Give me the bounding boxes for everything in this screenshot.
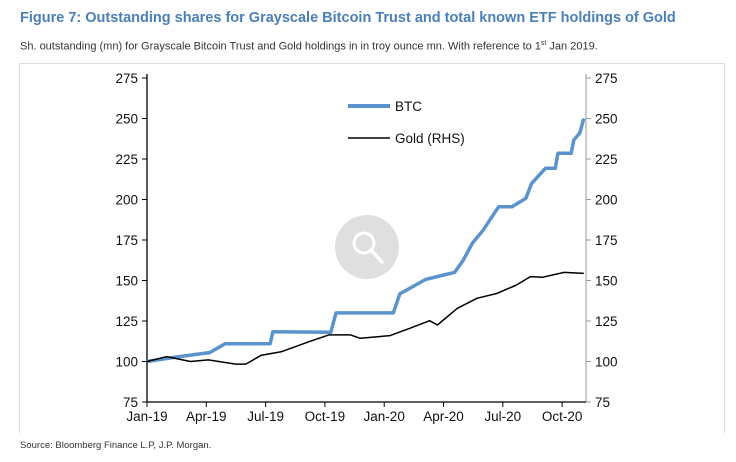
- right-tick-label: 150: [595, 274, 618, 289]
- x-tick-label: Jul-19: [247, 409, 284, 424]
- x-tick-label: Apr-20: [423, 409, 464, 424]
- figure-subtitle: Sh. outstanding (mn) for Grayscale Bitco…: [20, 40, 598, 53]
- left-tick-label: 75: [123, 395, 138, 410]
- source-note: Source: Bloomberg Finance L.P, J.P. Morg…: [20, 440, 212, 451]
- legend-label-btc: BTC: [395, 99, 422, 114]
- x-tick-label: Oct-19: [305, 409, 346, 424]
- x-tick-label: Oct-20: [542, 409, 583, 424]
- magnifier-lens: [352, 231, 376, 255]
- left-tick-label: 125: [115, 314, 138, 329]
- magnifier-handle: [369, 248, 384, 264]
- x-tick-label: Jan-20: [364, 409, 405, 424]
- left-tick-label: 175: [115, 233, 138, 248]
- right-tick-label: 250: [595, 112, 618, 127]
- left-tick-label: 100: [115, 355, 138, 370]
- magnifier-icon: [335, 215, 399, 279]
- right-tick-label: 75: [595, 395, 610, 410]
- left-tick-label: 250: [115, 112, 138, 127]
- figure-title: Figure 7: Outstanding shares for Graysca…: [20, 10, 676, 26]
- right-tick-label: 100: [595, 355, 618, 370]
- right-tick-label: 125: [595, 314, 618, 329]
- series-line-gold: [146, 271, 584, 365]
- right-tick-label: 275: [595, 71, 618, 86]
- right-tick-label: 200: [595, 193, 618, 208]
- subtitle-text: Sh. outstanding (mn) for Grayscale Bitco…: [20, 40, 541, 53]
- legend-label-gold: Gold (RHS): [395, 131, 465, 146]
- left-tick-label: 200: [115, 193, 138, 208]
- chart-frame: [19, 63, 725, 433]
- left-tick-label: 275: [115, 71, 138, 86]
- left-tick-label: 225: [115, 152, 138, 167]
- x-tick-label: Jan-19: [126, 409, 167, 424]
- x-tick-label: Jul-20: [484, 409, 521, 424]
- subtitle-superscript: st: [540, 40, 547, 47]
- right-tick-label: 175: [595, 233, 618, 248]
- left-tick-label: 150: [115, 274, 138, 289]
- magnifier-bg: [335, 215, 399, 279]
- x-tick-label: Apr-19: [186, 409, 227, 424]
- right-tick-label: 225: [595, 152, 618, 167]
- series-line-btc: [146, 118, 586, 364]
- subtitle-text-end: Jan 2019.: [546, 40, 598, 53]
